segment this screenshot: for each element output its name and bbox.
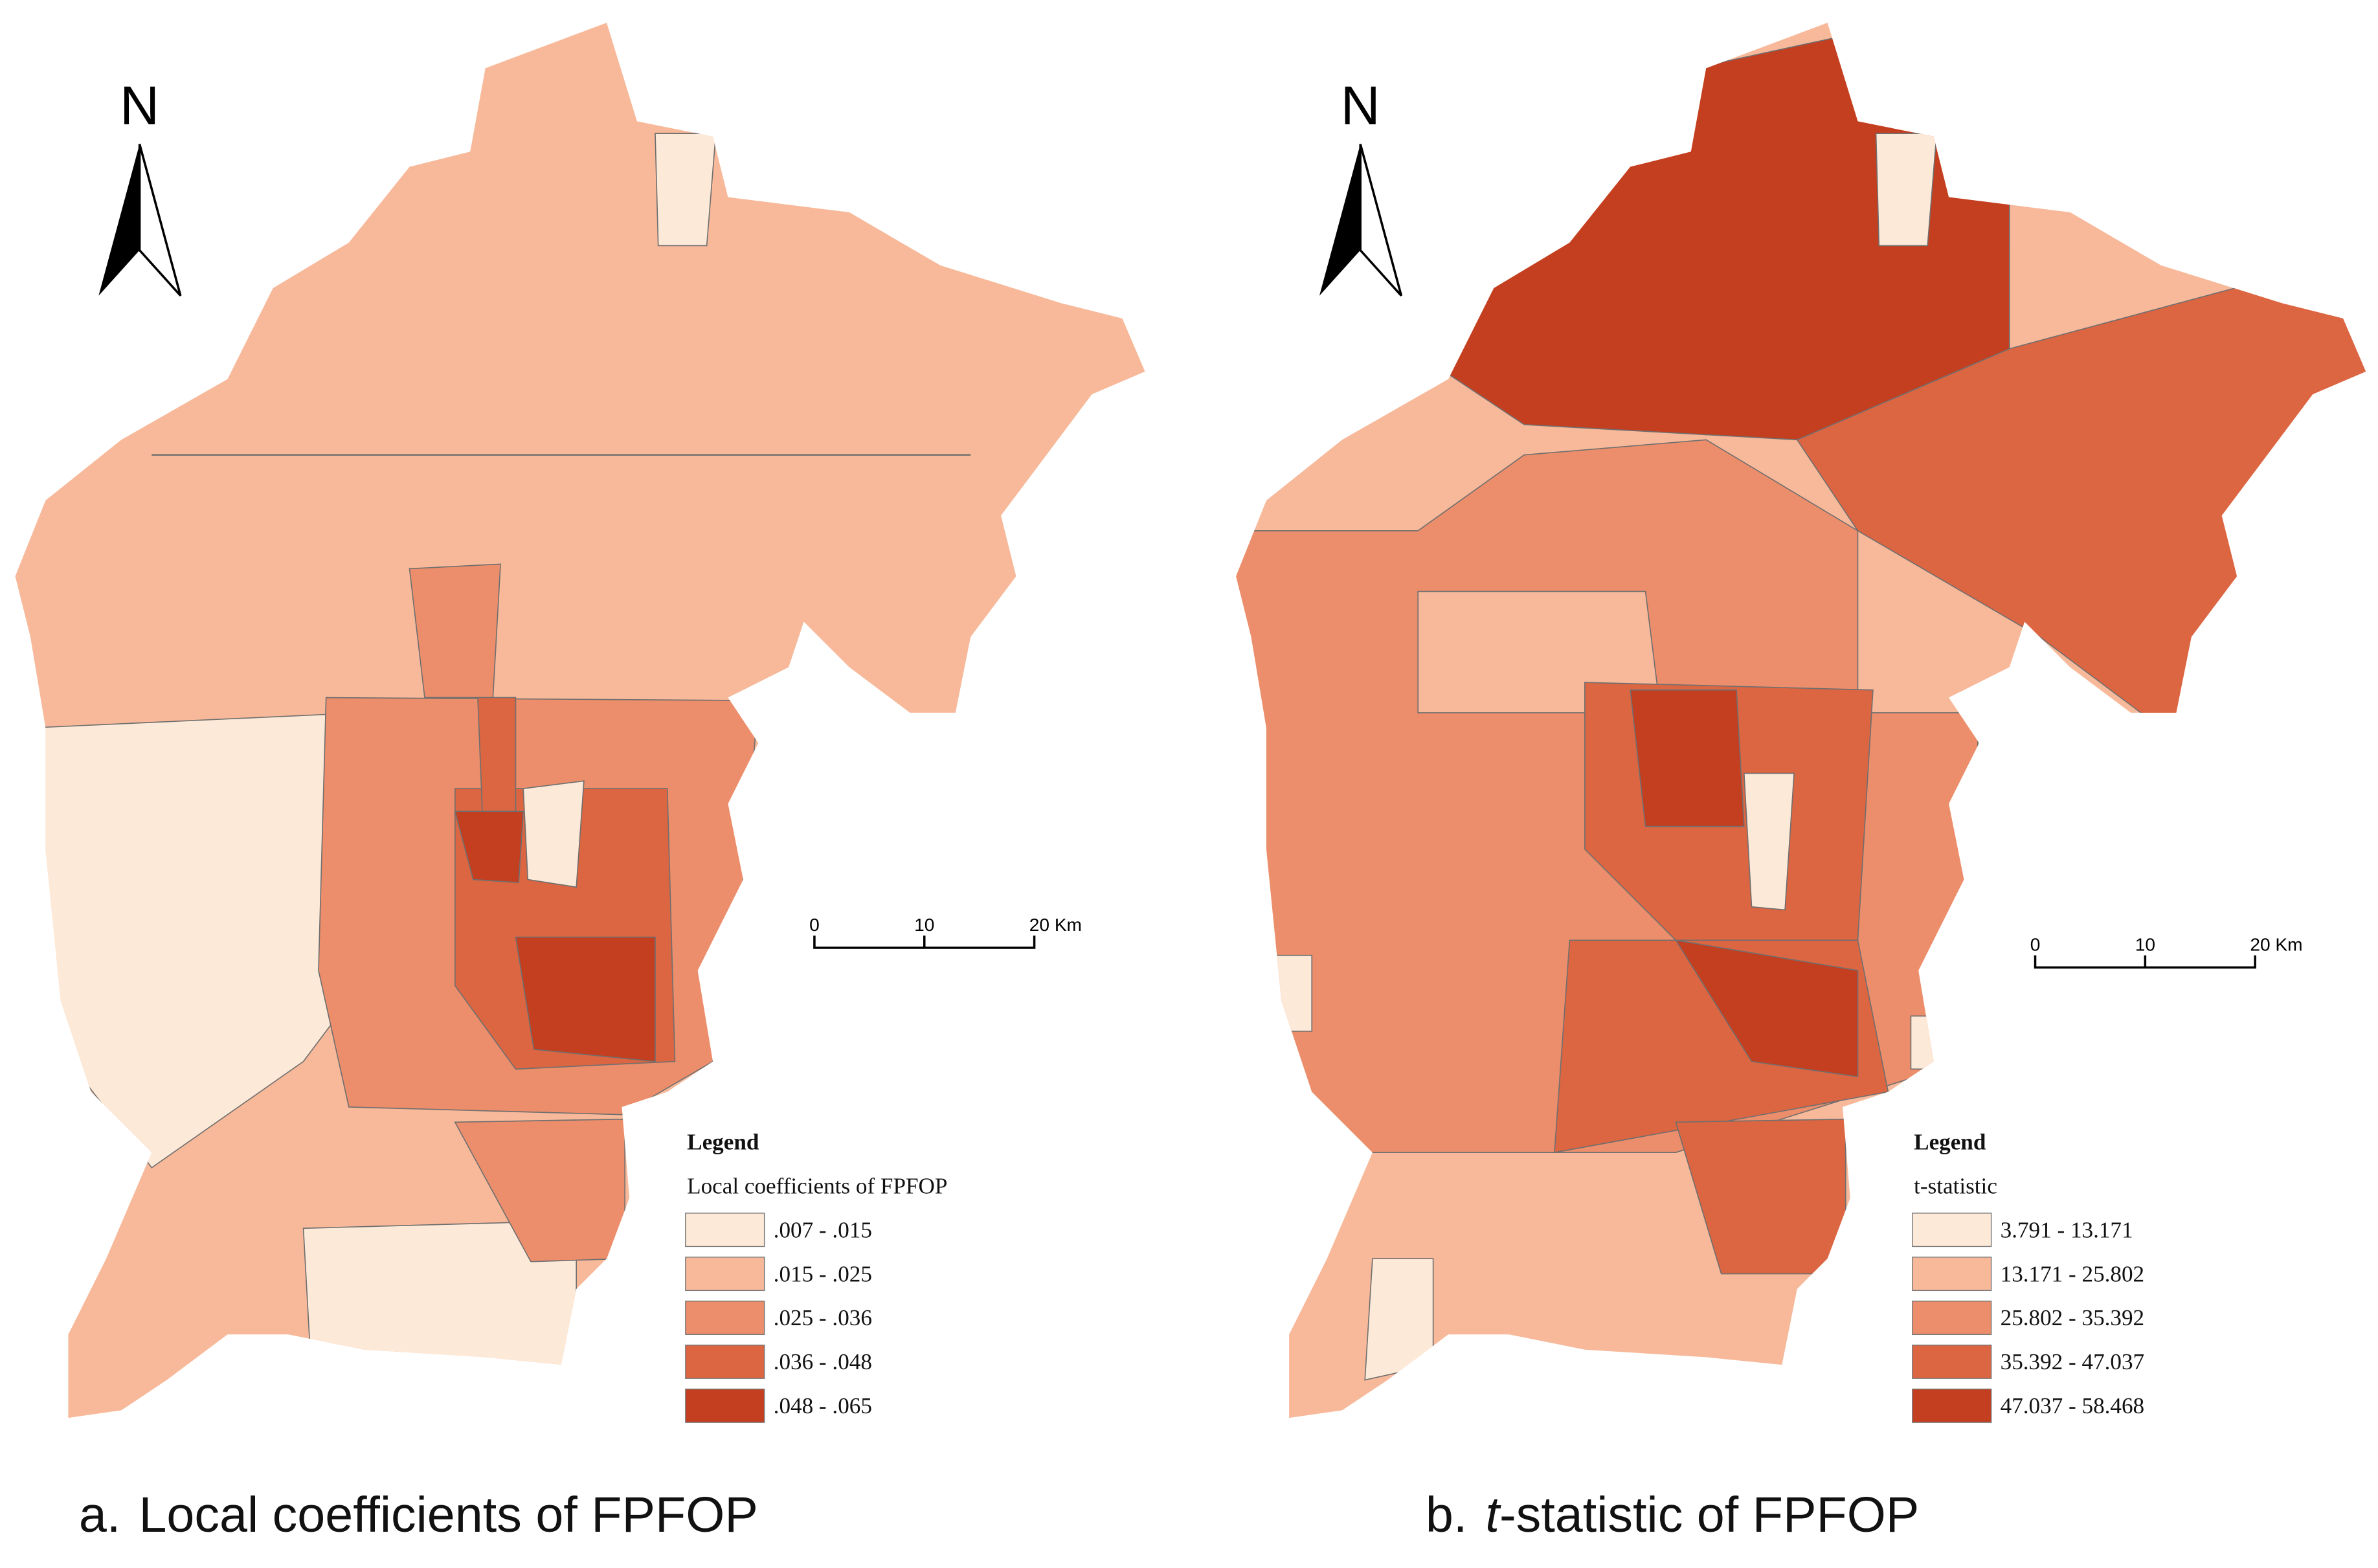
north-label: N [120, 75, 159, 136]
legend-label: .025 - .036 [774, 1305, 872, 1330]
scale-label: 10 [914, 915, 934, 935]
legend-swatch [1912, 1213, 1992, 1248]
caption-part: b. [1426, 1487, 1467, 1543]
scale-label: 0 [2030, 935, 2041, 955]
legend-label: .036 - .048 [774, 1349, 872, 1374]
legend-label: .048 - .065 [774, 1393, 872, 1418]
legend-label: .015 - .025 [774, 1261, 872, 1286]
legend-label: .007 - .015 [774, 1217, 872, 1242]
legend-label: 3.791 - 13.171 [2001, 1217, 2133, 1242]
legend-label: 13.171 - 25.802 [2001, 1261, 2144, 1286]
north-arrow [1319, 144, 1361, 296]
scale-label: 0 [809, 915, 820, 935]
legend-subtitle: Local coefficients of FPFOP [687, 1173, 947, 1198]
map-b [1236, 23, 2366, 1418]
north-arrow [1359, 144, 1403, 297]
scale-label: 10 [2135, 935, 2155, 955]
legend-swatch [685, 1213, 765, 1248]
north-arrow [98, 144, 140, 296]
legend-subtitle: t-statistic [1914, 1173, 1997, 1198]
legend-swatch [1912, 1388, 1992, 1423]
legend-swatch [685, 1344, 765, 1379]
north-label: N [1341, 75, 1380, 136]
caption-part: Local coefficients of FPFOP [139, 1487, 757, 1543]
legend-swatch [685, 1301, 765, 1335]
legend-label: 25.802 - 35.392 [2001, 1305, 2144, 1330]
map-a [15, 23, 1145, 1418]
caption-part: -statistic of FPFOP [1499, 1487, 1919, 1543]
legend-swatch [685, 1257, 765, 1292]
caption: b. t-statistic of FPFOP [1426, 1487, 1919, 1543]
legend-title: Legend [1914, 1130, 1986, 1155]
legend-swatch [685, 1388, 765, 1423]
legend-swatch [1912, 1257, 1992, 1292]
scale-label: 20 Km [1029, 915, 1082, 935]
scale-label: 20 Km [2250, 935, 2302, 955]
caption-part: a. [79, 1487, 120, 1543]
legend-swatch [1912, 1301, 1992, 1335]
caption-part: t [1485, 1487, 1501, 1543]
legend-swatch [1912, 1344, 1992, 1379]
legend-label: 35.392 - 47.037 [2001, 1349, 2144, 1374]
legend-label: 47.037 - 58.468 [2001, 1393, 2144, 1418]
north-arrow [138, 144, 182, 297]
caption: a. Local coefficients of FPFOP [79, 1487, 758, 1543]
legend-title: Legend [687, 1130, 759, 1155]
